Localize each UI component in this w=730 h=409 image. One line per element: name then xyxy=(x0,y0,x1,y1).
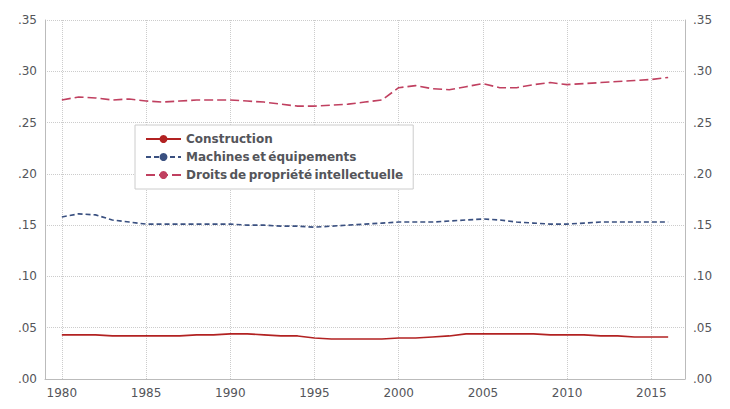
svg-text:.25: .25 xyxy=(18,116,37,130)
svg-text:1985: 1985 xyxy=(131,386,162,400)
svg-text:.30: .30 xyxy=(18,64,37,78)
svg-text:.25: .25 xyxy=(693,116,712,130)
svg-text:.10: .10 xyxy=(18,269,37,283)
svg-text:Machines et équipements: Machines et équipements xyxy=(186,150,356,164)
svg-text:2005: 2005 xyxy=(468,386,499,400)
svg-text:2010: 2010 xyxy=(552,386,583,400)
svg-text:.00: .00 xyxy=(18,372,37,386)
svg-text:1995: 1995 xyxy=(299,386,330,400)
svg-text:Droits de propriété intellectu: Droits de propriété intellectuelle xyxy=(186,168,403,182)
svg-text:.10: .10 xyxy=(693,269,712,283)
svg-text:1980: 1980 xyxy=(47,386,78,400)
svg-text:.05: .05 xyxy=(18,321,37,335)
svg-text:2000: 2000 xyxy=(383,386,414,400)
svg-text:.35: .35 xyxy=(693,13,712,27)
svg-text:.35: .35 xyxy=(18,13,37,27)
svg-text:2015: 2015 xyxy=(636,386,667,400)
svg-text:.30: .30 xyxy=(693,64,712,78)
svg-text:.15: .15 xyxy=(693,218,712,232)
svg-text:.20: .20 xyxy=(693,167,712,181)
svg-text:.05: .05 xyxy=(693,321,712,335)
svg-text:.00: .00 xyxy=(693,372,712,386)
svg-text:Construction: Construction xyxy=(186,132,273,146)
svg-text:1990: 1990 xyxy=(215,386,246,400)
svg-text:.15: .15 xyxy=(18,218,37,232)
svg-text:.20: .20 xyxy=(18,167,37,181)
